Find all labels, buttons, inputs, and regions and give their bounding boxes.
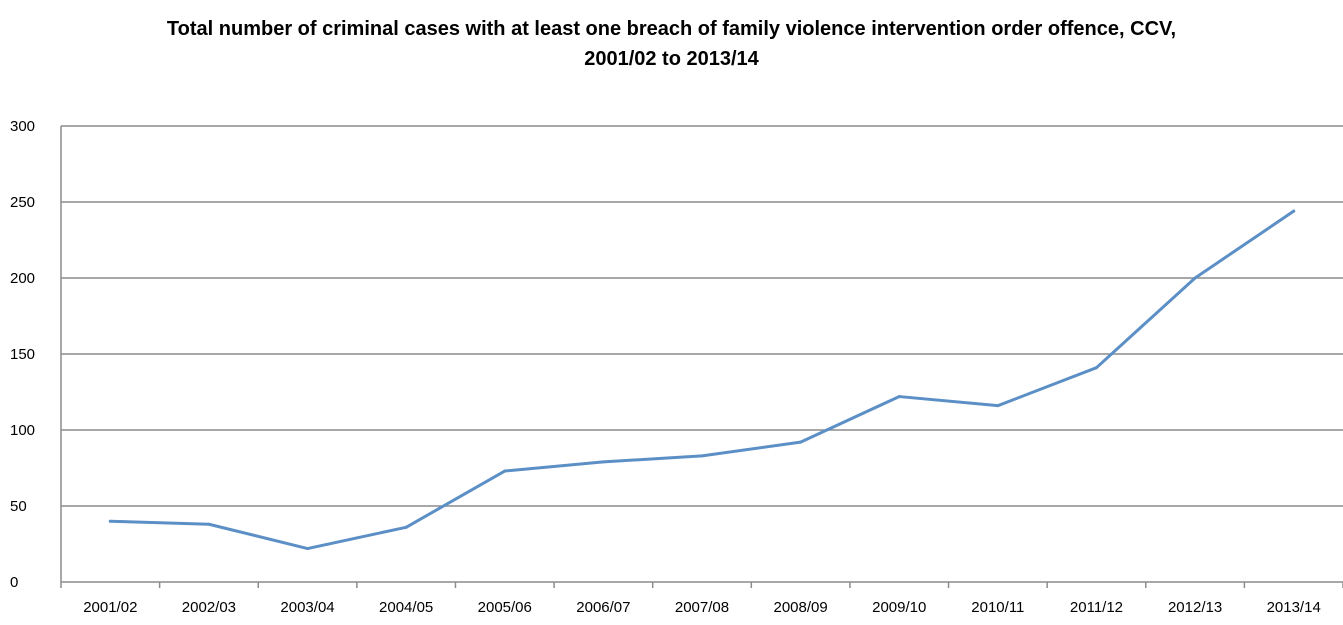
x-tick-label-2006-07: 2006/07 — [576, 599, 630, 616]
series-line-0 — [110, 211, 1293, 548]
x-tick-label-2002-03: 2002/03 — [182, 599, 236, 616]
data-point-2003-04 — [306, 547, 309, 550]
x-tick-label-2013-14: 2013/14 — [1267, 599, 1321, 616]
data-point-2009-10 — [898, 395, 901, 398]
data-point-2002-03 — [207, 523, 210, 526]
x-tick-label-2003-04: 2003/04 — [280, 599, 334, 616]
data-point-2008-09 — [799, 441, 802, 444]
data-point-2006-07 — [602, 460, 605, 463]
x-tick-label-2008-09: 2008/09 — [773, 599, 827, 616]
y-tick-label-200: 200 — [10, 270, 35, 287]
x-tick-label-2004-05: 2004/05 — [379, 599, 433, 616]
y-tick-label-100: 100 — [10, 422, 35, 439]
y-tick-label-0: 0 — [10, 574, 18, 591]
x-tick-label-2007-08: 2007/08 — [675, 599, 729, 616]
x-tick-label-2009-10: 2009/10 — [872, 599, 926, 616]
x-tick-label-2011-12: 2011/12 — [1070, 599, 1123, 616]
y-tick-label-300: 300 — [10, 118, 35, 135]
x-tick-label-2001-02: 2001/02 — [83, 599, 137, 616]
data-point-2013-14 — [1292, 210, 1295, 213]
y-tick-label-250: 250 — [10, 194, 35, 211]
x-tick-label-2010-11: 2010/11 — [971, 599, 1024, 616]
x-tick-label-2005-06: 2005/06 — [478, 599, 532, 616]
data-point-2005-06 — [503, 470, 506, 473]
data-point-2001-02 — [109, 520, 112, 523]
data-point-2010-11 — [996, 404, 999, 407]
data-point-2012-13 — [1194, 277, 1197, 280]
y-tick-label-150: 150 — [10, 346, 35, 363]
data-point-2004-05 — [405, 526, 408, 529]
data-point-2011-12 — [1095, 366, 1098, 369]
data-point-2007-08 — [701, 454, 704, 457]
y-tick-label-50: 50 — [10, 498, 27, 515]
x-tick-label-2012-13: 2012/13 — [1168, 599, 1222, 616]
